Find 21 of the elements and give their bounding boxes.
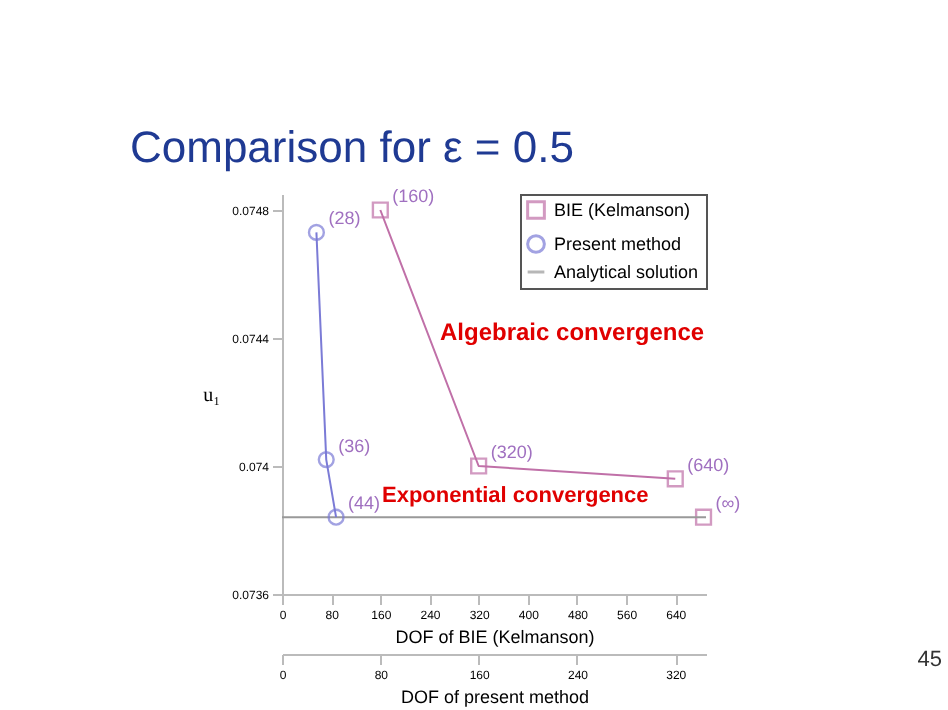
annotation: Algebraic convergence [440, 318, 705, 346]
point [694, 508, 713, 526]
annotation: (∞) [715, 493, 741, 514]
annotation: (640) [687, 454, 730, 475]
text: 45 [917, 648, 942, 672]
x2-axis-title: DOF of present method [400, 687, 590, 707]
x-axis-title: DOF of BIE (Kelmanson) [395, 627, 595, 647]
annotation: (36) [338, 435, 371, 456]
annotation: Exponential convergence [382, 484, 649, 508]
point [371, 201, 389, 219]
legend-label: Present method [554, 234, 682, 254]
annotation: (160) [392, 186, 435, 206]
legend-label: Analytical solution [554, 262, 699, 282]
point [470, 457, 488, 475]
annotation: (320) [490, 442, 533, 462]
legend-label: BIE (Kelmanson) [554, 200, 691, 220]
y-axis-title: u₁ [203, 385, 221, 407]
annotation: (28) [328, 208, 361, 229]
annotation: (44) [348, 493, 381, 514]
point [666, 470, 684, 488]
chart-title: Comparison for ε = 0.5 [130, 122, 574, 172]
